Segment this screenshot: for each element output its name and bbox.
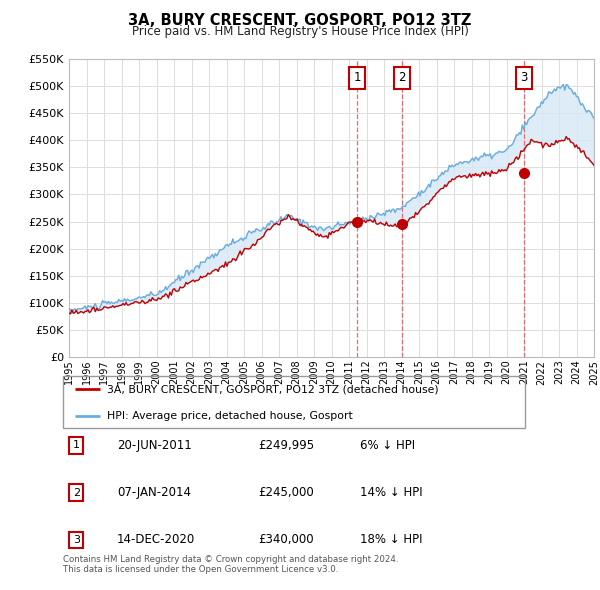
Text: 1: 1 <box>73 441 80 450</box>
Text: 6% ↓ HPI: 6% ↓ HPI <box>360 439 415 452</box>
Text: 20-JUN-2011: 20-JUN-2011 <box>117 439 192 452</box>
Text: 3A, BURY CRESCENT, GOSPORT, PO12 3TZ: 3A, BURY CRESCENT, GOSPORT, PO12 3TZ <box>128 13 472 28</box>
Text: 2: 2 <box>73 488 80 497</box>
Text: 14% ↓ HPI: 14% ↓ HPI <box>360 486 422 499</box>
Text: HPI: Average price, detached house, Gosport: HPI: Average price, detached house, Gosp… <box>107 411 353 421</box>
Text: 07-JAN-2014: 07-JAN-2014 <box>117 486 191 499</box>
Text: £340,000: £340,000 <box>258 533 314 546</box>
Text: £245,000: £245,000 <box>258 486 314 499</box>
Text: 18% ↓ HPI: 18% ↓ HPI <box>360 533 422 546</box>
Text: 2: 2 <box>398 71 406 84</box>
Text: 14-DEC-2020: 14-DEC-2020 <box>117 533 195 546</box>
Text: 3: 3 <box>520 71 527 84</box>
Text: 3A, BURY CRESCENT, GOSPORT, PO12 3TZ (detached house): 3A, BURY CRESCENT, GOSPORT, PO12 3TZ (de… <box>107 384 439 394</box>
Text: Contains HM Land Registry data © Crown copyright and database right 2024.
This d: Contains HM Land Registry data © Crown c… <box>63 555 398 574</box>
Text: £249,995: £249,995 <box>258 439 314 452</box>
Text: Price paid vs. HM Land Registry's House Price Index (HPI): Price paid vs. HM Land Registry's House … <box>131 25 469 38</box>
Text: 1: 1 <box>353 71 361 84</box>
Text: 3: 3 <box>73 535 80 545</box>
